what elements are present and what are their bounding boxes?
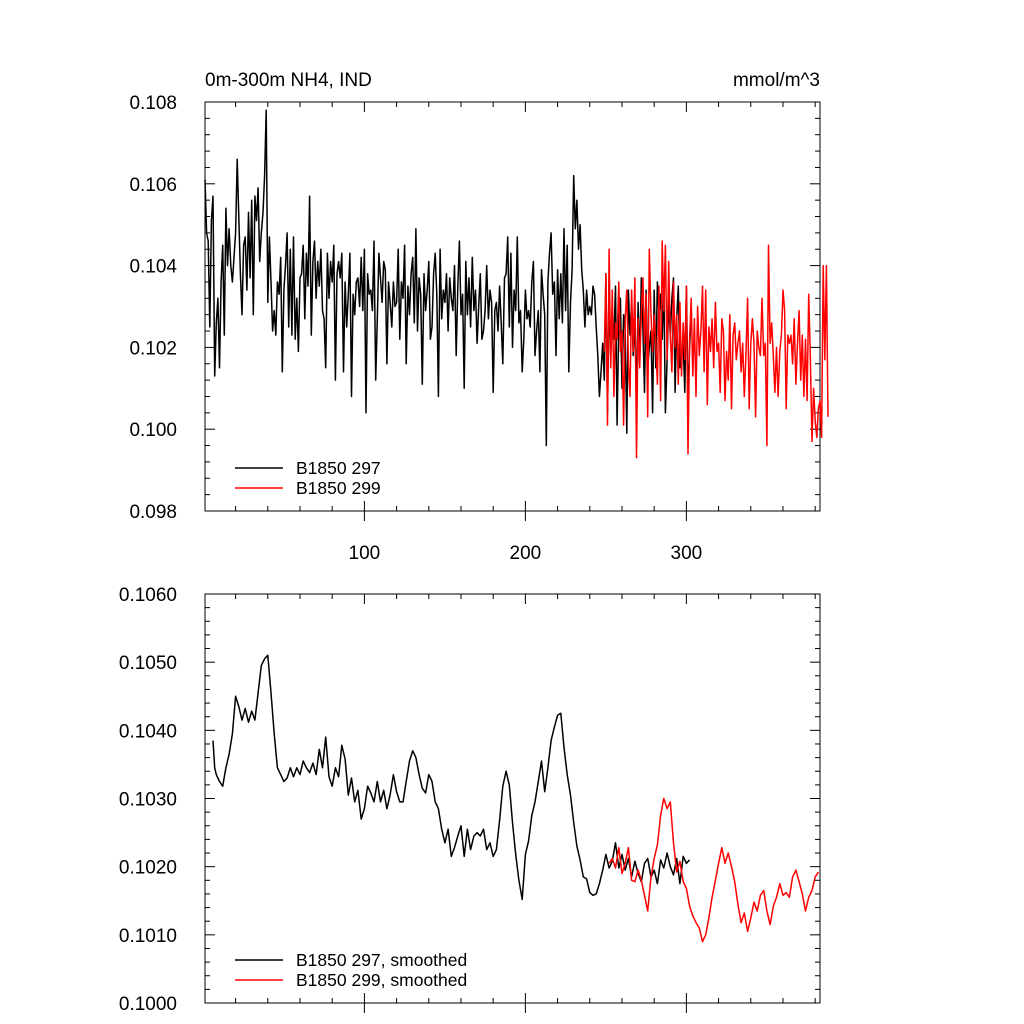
y-tick-label: 0.108 (129, 93, 177, 114)
plot-frame (204, 101, 821, 512)
y-tick-label: 0.102 (129, 338, 177, 359)
legend-label: B1850 297 (296, 458, 381, 478)
y-tick-label: 0.1030 (119, 790, 177, 811)
y-tick-label: 0.100 (129, 420, 177, 441)
top-panel: 0m-300m NH4, IND mmol/m^3 0.098 0.100 0.10… (129, 70, 829, 564)
legend-label: B1850 297, smoothed (296, 950, 467, 970)
y-tick-label: 0.1040 (119, 721, 177, 742)
series-line-black (212, 654, 691, 901)
x-tick-label: 200 (510, 543, 542, 564)
top-plot-area: 0.098 0.100 0.102 0.104 0.106 0.108 100 200 300 B… (129, 93, 829, 564)
plot-frame (204, 593, 821, 1004)
y-tick-label: 0.106 (129, 175, 177, 196)
y-tick-label: 0.1060 (119, 585, 177, 606)
legend-label: B1850 299, smoothed (296, 970, 467, 990)
series-line-black (204, 109, 692, 447)
y-tick-label: 0.1010 (119, 926, 177, 947)
y-tick-label: 0.1050 (119, 653, 177, 674)
y-tick-label: 0.098 (129, 502, 177, 523)
legend-label: B1850 299 (296, 478, 381, 498)
chart-title-left: 0m-300m NH4, IND (205, 70, 372, 91)
series-line-red (603, 240, 829, 459)
x-tick-label: 100 (349, 543, 381, 564)
y-tick-label: 0.104 (129, 257, 177, 278)
chart-title-units: mmol/m^3 (733, 70, 820, 91)
series-line-red (608, 797, 820, 943)
y-tick-label: 0.1020 (119, 858, 177, 879)
x-tick-label: 300 (671, 543, 703, 564)
bottom-panel: 0.1000 0.1010 0.1020 0.1030 0.1040 0.1050 0.10… (119, 585, 821, 1015)
bottom-plot-area: 0.1000 0.1010 0.1020 0.1030 0.1040 0.1050 0.10… (119, 585, 821, 1015)
y-tick-label: 0.1000 (119, 994, 177, 1015)
